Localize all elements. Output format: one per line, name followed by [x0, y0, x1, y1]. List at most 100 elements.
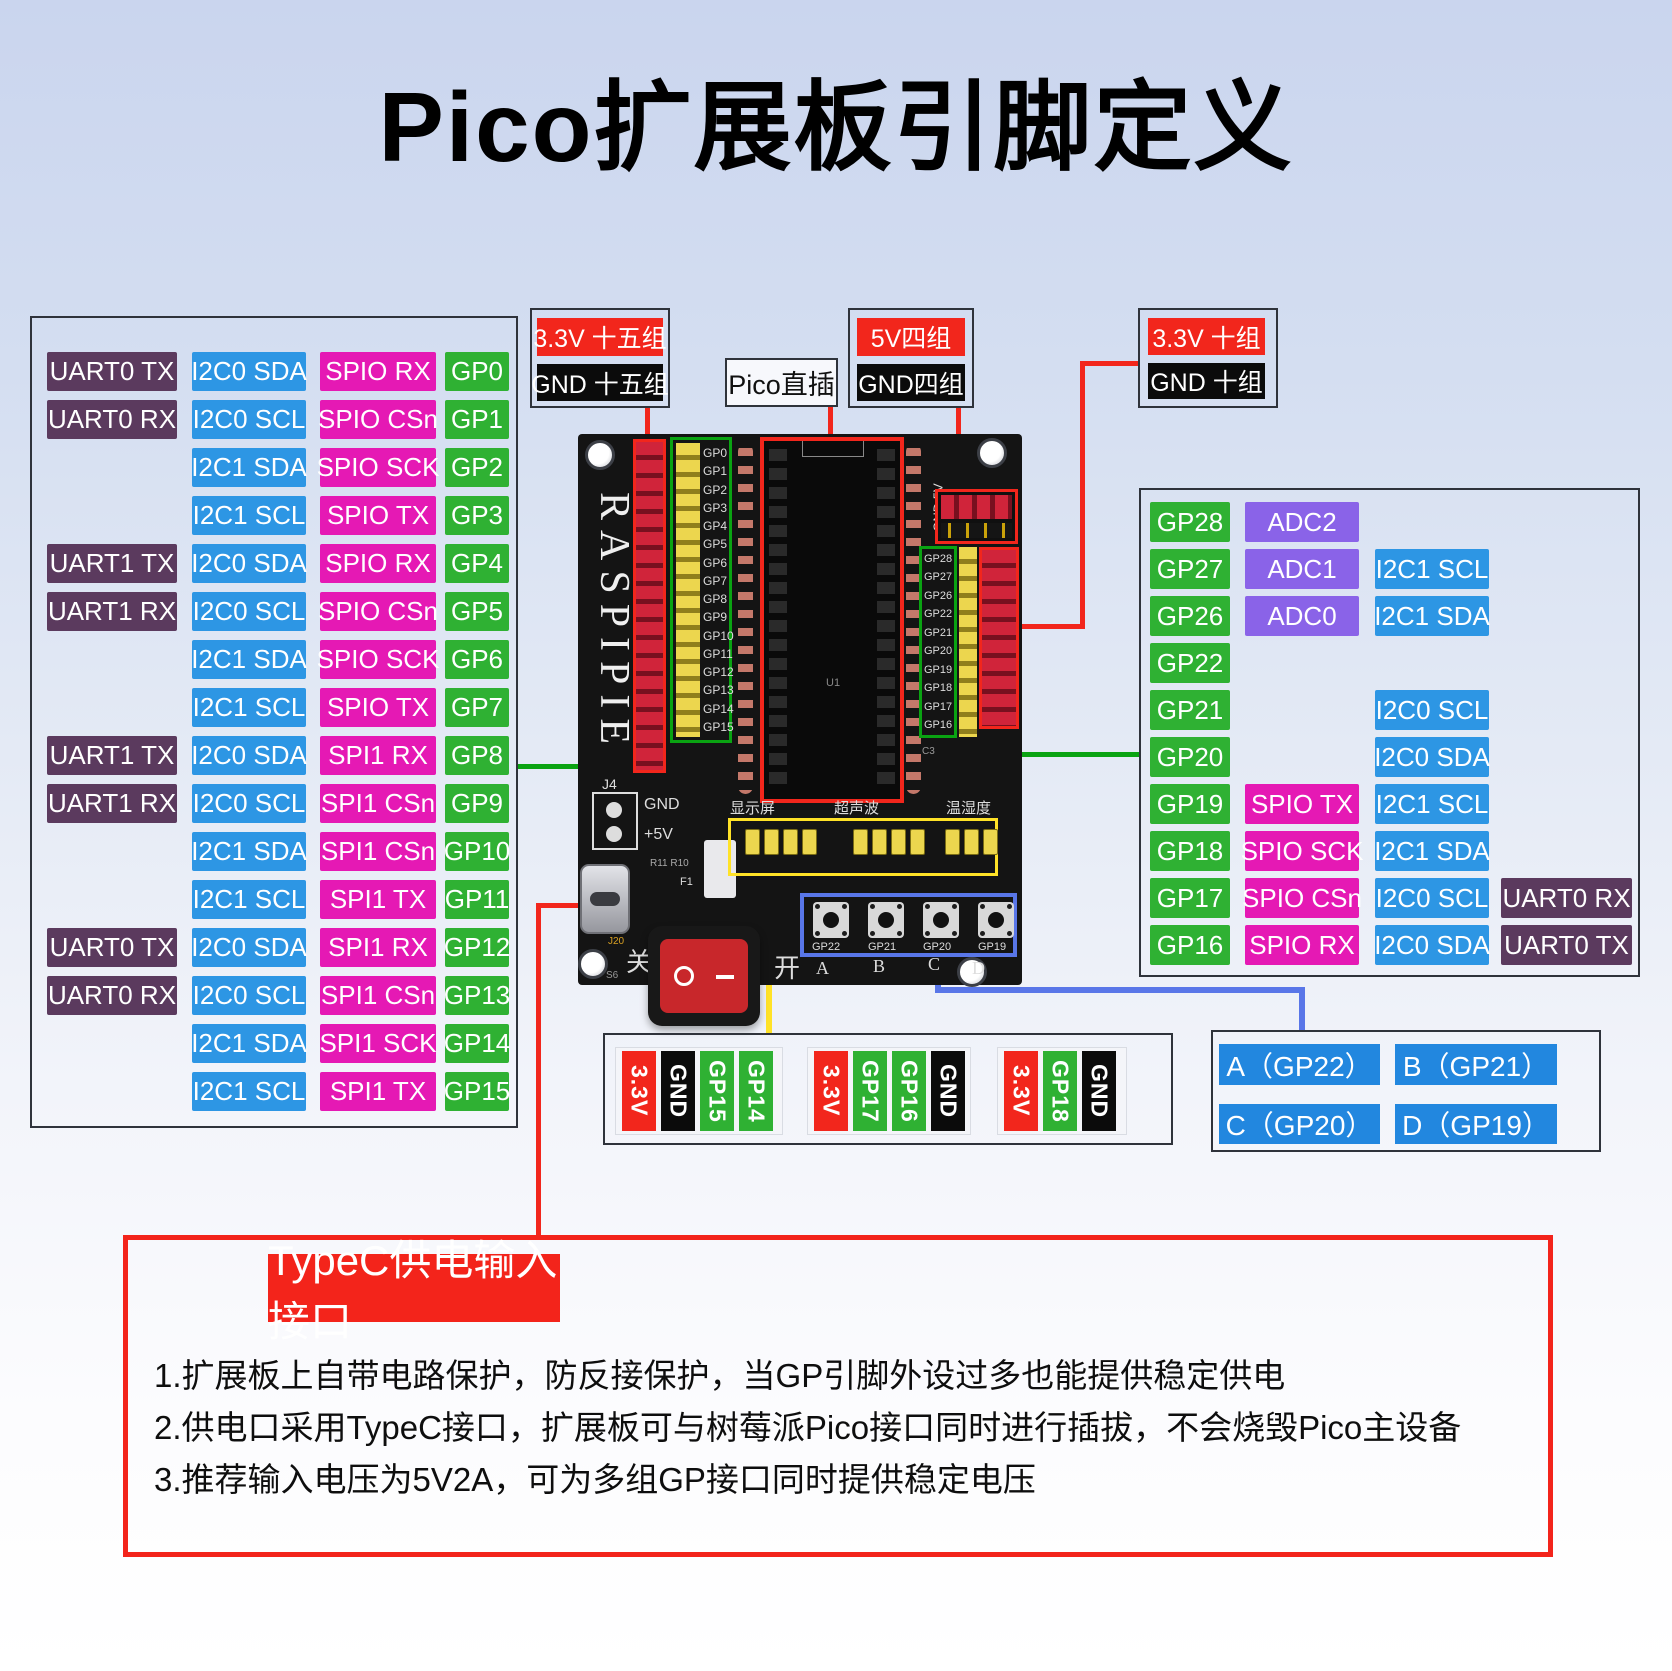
- gpio-label: GP18: [1150, 831, 1230, 871]
- pin-strip: [941, 495, 1012, 519]
- spi-label: SPI1 TX: [320, 880, 436, 919]
- screw-hole: [977, 438, 1007, 468]
- pin-3v3: 3.3V: [814, 1051, 848, 1131]
- i2c-label: I2C0 SDA: [191, 352, 307, 391]
- spi-label: SPIO TX: [1245, 784, 1359, 824]
- pinout-group-display: 3.3V GND GP15 GP14: [615, 1047, 783, 1135]
- peripheral-headers: [728, 818, 998, 876]
- pin-gnd: GND: [931, 1051, 965, 1131]
- legend-3v3-10-power: 3.3V 十组: [1148, 318, 1265, 355]
- board-gpio-label: GP0: [703, 446, 728, 460]
- power-group-5v: [935, 489, 1018, 544]
- legend-5v-4-power: 5V四组: [857, 318, 965, 356]
- table-row: UART1 RX I2C0 SCL SPIO CSn GP5: [32, 592, 516, 631]
- pin-gp17: GP17: [853, 1051, 887, 1131]
- button-letter: B: [873, 956, 886, 976]
- table-row: I2C1 SDA SPI1 SCK GP14: [32, 1024, 516, 1063]
- i2c-label: I2C1 SCL: [192, 880, 306, 919]
- callout-line-3v3-10: [1080, 361, 1085, 629]
- rocker-switch: [648, 926, 760, 1026]
- socket-holes: [877, 449, 895, 791]
- button-letter: A: [816, 958, 829, 978]
- spi-label: SPIO RX: [1245, 925, 1359, 965]
- led-column: [906, 444, 921, 794]
- table-row: UART0 TX I2C0 SDA SPIO RX GP0: [32, 352, 516, 391]
- typec-note-3: 3.推荐输入电压为5V2A，可为多组GP接口同时提供稳定电压: [154, 1461, 1036, 1498]
- gpio-label: GP20: [1150, 737, 1230, 777]
- board-gpio-label: GP10: [703, 628, 734, 643]
- i2c-label: I2C1 SDA: [1374, 831, 1490, 871]
- gpio-label: GP1: [445, 400, 509, 439]
- screw-hole: [585, 440, 615, 470]
- adc-label: ADC1: [1245, 549, 1359, 589]
- uart-label: UART0 RX: [47, 400, 177, 439]
- callout-line-3v3-15: [645, 407, 650, 443]
- callout-line-pico: [828, 406, 833, 442]
- gpio-label: GP7: [445, 688, 509, 727]
- table-row: GP16 SPIO RX I2C0 SDA UART0 TX: [1141, 925, 1638, 965]
- board-gpio-label: GP8: [703, 592, 728, 607]
- power-pin-column-right: [979, 547, 1019, 729]
- button-gpio-label: GP19: [978, 941, 1007, 953]
- pin-gp14: GP14: [739, 1051, 773, 1131]
- pin-gnd: GND: [1082, 1051, 1116, 1131]
- table-row: GP21 I2C0 SCL: [1141, 690, 1638, 730]
- callout-line-3v3-10: [1022, 624, 1085, 629]
- usb-notch: [802, 441, 864, 457]
- push-button: [868, 902, 904, 938]
- table-row: GP17 SPIO CSn I2C0 SCL UART0 RX: [1141, 878, 1638, 918]
- i2c-label: I2C1 SDA: [1374, 596, 1490, 636]
- gpio-label: GP12: [444, 928, 510, 967]
- screw-hole: [578, 949, 608, 979]
- switch-on-label: 开: [774, 953, 801, 983]
- pin-gp18: GP18: [1043, 1051, 1077, 1131]
- table-row: GP27 ADC1 I2C1 SCL: [1141, 549, 1638, 589]
- button-gpio-label: GP20: [923, 941, 952, 953]
- f1-silkscreen: F1: [680, 876, 693, 888]
- legend-3v3-15-gnd: GND 十五组: [531, 364, 669, 401]
- legend-5v-4-gnd: GND四组: [857, 364, 965, 401]
- gpio-label: GP11: [445, 880, 509, 919]
- j4-label: J4: [602, 776, 617, 792]
- uart-label: UART0 RX: [47, 976, 177, 1015]
- uart-label: UART1 TX: [47, 544, 177, 583]
- table-row: GP19 SPIO TX I2C1 SCL: [1141, 784, 1638, 824]
- button-map-b: B（GP21）: [1395, 1044, 1557, 1085]
- i2c-label: I2C0 SCL: [192, 400, 306, 439]
- switch-dash-mark: [716, 975, 734, 979]
- table-row: I2C1 SDA SPIO SCK GP2: [32, 448, 516, 487]
- gpio-label: GP26: [1150, 596, 1230, 636]
- uart-label: UART0 TX: [47, 352, 177, 391]
- board-gpio-label: GP28: [924, 553, 953, 565]
- table-row: UART1 RX I2C0 SCL SPI1 CSn GP9: [32, 784, 516, 823]
- typec-note-1: 1.扩展板上自带电路保护，防反接保护，当GP引脚外设过多也能提供稳定供电: [154, 1357, 1286, 1394]
- gpio-label: GP0: [445, 352, 509, 391]
- i2c-label: I2C0 SDA: [191, 736, 307, 775]
- gpio-label: GP17: [1150, 878, 1230, 918]
- push-button: [813, 902, 849, 938]
- pinout-group-temp: 3.3V GP18 GND: [997, 1047, 1127, 1135]
- button-letter: D: [972, 958, 985, 978]
- i2c-label: I2C1 SCL: [192, 688, 306, 727]
- ultrasonic-silkscreen: 超声波: [834, 800, 880, 817]
- legend-3v3-10-gnd: GND 十组: [1148, 363, 1265, 399]
- pin-hole: [606, 802, 622, 818]
- spi-label: SPI1 CSn: [320, 832, 436, 871]
- legend-pico-socket: Pico直插: [725, 358, 838, 407]
- right-pin-table: GP28 ADC2 GP27 ADC1 I2C1 SCL GP26 ADC0 I2C1 S…: [1139, 488, 1640, 977]
- table-row: I2C1 SCL SPI1 TX GP15: [32, 1072, 516, 1111]
- typec-note-2: 2.供电口采用TypeC接口，扩展板可与树莓派Pico接口同时进行插拔，不会烧毁…: [154, 1409, 1462, 1446]
- spi-label: SPI1 TX: [320, 1072, 436, 1111]
- board-gpio-label: GP17: [924, 700, 953, 713]
- board-gpio-label: GP3: [703, 500, 728, 515]
- spi-label: SPI1 CSn: [320, 976, 436, 1015]
- board-gpio-label: GP27: [924, 571, 953, 584]
- adc-label: ADC2: [1245, 502, 1359, 542]
- typec-title: TypeC供电输入接口: [268, 1237, 560, 1345]
- board-gpio-label: GP4: [703, 519, 728, 534]
- table-row: GP22: [1141, 643, 1638, 683]
- table-row: I2C1 SCL SPIO TX GP3: [32, 496, 516, 535]
- usb-c-port: [580, 864, 630, 934]
- push-button: [923, 902, 959, 938]
